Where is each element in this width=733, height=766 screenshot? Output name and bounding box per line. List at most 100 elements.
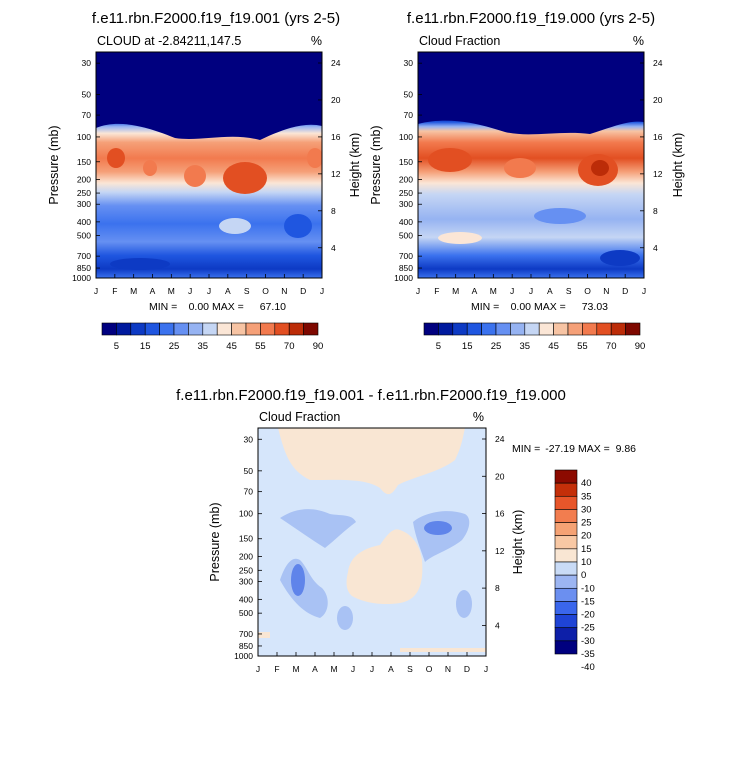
panel-left-pressure-tick-label: 1000 [72, 273, 91, 283]
panel-diff-height-tick-label: 24 [495, 434, 505, 444]
panel-left-month-label: M [168, 286, 175, 296]
panel-right-month-label: J [529, 286, 533, 296]
panel-right-pressure-tick-label: 150 [399, 157, 413, 167]
panel-right-max-cell-1 [428, 148, 472, 172]
panel-left-colorbar-label: 5 [114, 341, 119, 352]
panel-right-upper-clear [418, 52, 644, 135]
panel-diff-colorbar-box [554, 627, 578, 642]
panel-left-colorbar-box [231, 322, 247, 336]
panel-right-height-tick-label: 20 [653, 95, 663, 105]
panel-right-min-value: 0.00 [511, 301, 532, 313]
panel-diff-mid-positive [346, 529, 423, 605]
panel-right-month-label: J [642, 286, 646, 296]
panel-right-colorbar-box [582, 322, 598, 336]
panel-right-colorbar-label: 90 [635, 341, 646, 352]
panel-diff-colorbar-box [554, 614, 578, 629]
panel-diff-colorbar: 40 35 30 25 20 15 10 0 -10 -15 -20 -25 -30 -35 -40 [554, 469, 595, 673]
panel-right-month-label: D [622, 286, 628, 296]
panel-left-colorbar-box [260, 322, 276, 336]
panel-diff-pressure-tick-label: 1000 [234, 651, 253, 661]
panel-right-colorbar-label: 5 [436, 341, 441, 352]
panel-right-colorbar-box [610, 322, 626, 336]
panel-diff-colorbar-box [554, 640, 578, 655]
panel-right-colorbar-box [538, 322, 554, 336]
panel-diff-negative-core [424, 521, 452, 535]
panel-right-month-label: A [472, 286, 478, 296]
panel-right-ylabel: Pressure (mb) [369, 125, 383, 204]
panel-left-max-cell-4 [223, 162, 267, 194]
panel-right-title: f.e11.rbn.F2000.f19_f19.000 (yrs 2-5) [407, 10, 655, 27]
panel-diff-positive-bottom [400, 648, 486, 652]
panel-diff-pressure-tick-label: 150 [239, 534, 253, 544]
panel-diff-pressure-tick-label: 850 [239, 641, 253, 651]
panel-diff-height-tick-label: 16 [495, 509, 505, 519]
panel-diff-title: f.e11.rbn.F2000.f19_f19.001 - f.e11.rbn.… [176, 387, 566, 404]
panel-right-month-label: J [416, 286, 420, 296]
panel-left-ylabel-right: Height (km) [348, 133, 362, 198]
panel-diff-colorbar-label: 40 [581, 478, 592, 489]
panel-diff-colorbar-label: 20 [581, 531, 592, 542]
panel-right-height-tick-label: 16 [653, 132, 663, 142]
panel-right-units: % [633, 34, 644, 48]
panel-diff-min-value: -27.19 [545, 443, 575, 455]
panel-diff-pressure-tick-label: 100 [239, 509, 253, 519]
panel-diff-pressure-tick-label: 500 [239, 608, 253, 618]
panel-left-colorbar-box [202, 322, 218, 336]
panel-right: f.e11.rbn.F2000.f19_f19.000 (yrs 2-5) Cl… [369, 10, 685, 352]
panel-right-month-label: N [603, 286, 609, 296]
panel-left-max-label: MAX = [212, 301, 244, 313]
panel-right-pressure-tick-label: 30 [404, 58, 414, 68]
panel-right-colorbar-box [596, 322, 612, 336]
panel-diff-colorbar-box [554, 601, 578, 615]
panel-right-colorbar: 5 15 25 35 45 55 70 90 [423, 322, 646, 352]
panel-diff-colorbar-box [554, 535, 578, 550]
panel-right-month-label: S [566, 286, 572, 296]
panel-right-month-label: M [452, 286, 459, 296]
panel-right-bottom-cell [600, 250, 640, 266]
panel-diff-colorbar-label: -30 [581, 636, 595, 647]
panel-right-pressure-tick-label: 70 [404, 110, 414, 120]
panel-right-pressure-tick-label: 100 [399, 132, 413, 142]
panel-diff-height-tick-label: 4 [495, 620, 500, 630]
panel-left-colorbar-label: 90 [313, 341, 324, 352]
panel-left-colorbar-box [173, 322, 189, 336]
panel-right-pressure-tick-label: 300 [399, 199, 413, 209]
panel-left-low-cell [219, 218, 251, 234]
panel-diff-month-label: J [351, 664, 355, 674]
panel-left-units: % [311, 34, 322, 48]
panel-left-month-label: J [94, 286, 98, 296]
panel-left-colorbar-box [101, 322, 117, 336]
panel-right-height-tick-label: 12 [653, 169, 663, 179]
panel-right-month-label: M [490, 286, 497, 296]
panel-left-colorbar-box [274, 322, 290, 336]
panel-diff: f.e11.rbn.F2000.f19_f19.001 - f.e11.rbn.… [176, 387, 636, 674]
panel-right-colorbar-box [481, 322, 497, 336]
panel-left-pressure-tick-label: 700 [77, 251, 91, 261]
panel-diff-month-label: J [256, 664, 260, 674]
panel-diff-colorbar-box [554, 495, 578, 510]
panel-diff-colorbar-label: -20 [581, 610, 595, 621]
panel-right-colorbar-box [466, 322, 482, 336]
panel-diff-negative-upper [280, 509, 356, 548]
panel-diff-variable: Cloud Fraction [259, 410, 340, 424]
panel-diff-colorbar-label: -25 [581, 623, 595, 634]
panel-left-upper-clear [96, 52, 322, 140]
panel-left-month-label: O [262, 286, 269, 296]
panel-right-colorbar-box [524, 322, 540, 336]
panel-left-colorbar-label: 55 [255, 341, 266, 352]
panel-left-deep-cell [284, 214, 312, 238]
panel-left-colorbar-box [188, 322, 204, 336]
panel-diff-colorbar-label: -35 [581, 649, 595, 660]
panel-left-pressure-tick-label: 150 [77, 157, 91, 167]
panel-diff-negative-small [337, 606, 353, 630]
panel-left-height-tick-label: 4 [331, 243, 336, 253]
panel-left-height-tick-label: 12 [331, 169, 341, 179]
panel-left-colorbar-box [116, 322, 132, 336]
panel-left-colorbar-label: 45 [226, 341, 237, 352]
panel-diff-pressure-tick-label: 300 [239, 577, 253, 587]
panel-right-variable: Cloud Fraction [419, 34, 500, 48]
panel-left-month-label: N [281, 286, 287, 296]
panel-right-pressure-tick-label: 500 [399, 231, 413, 241]
